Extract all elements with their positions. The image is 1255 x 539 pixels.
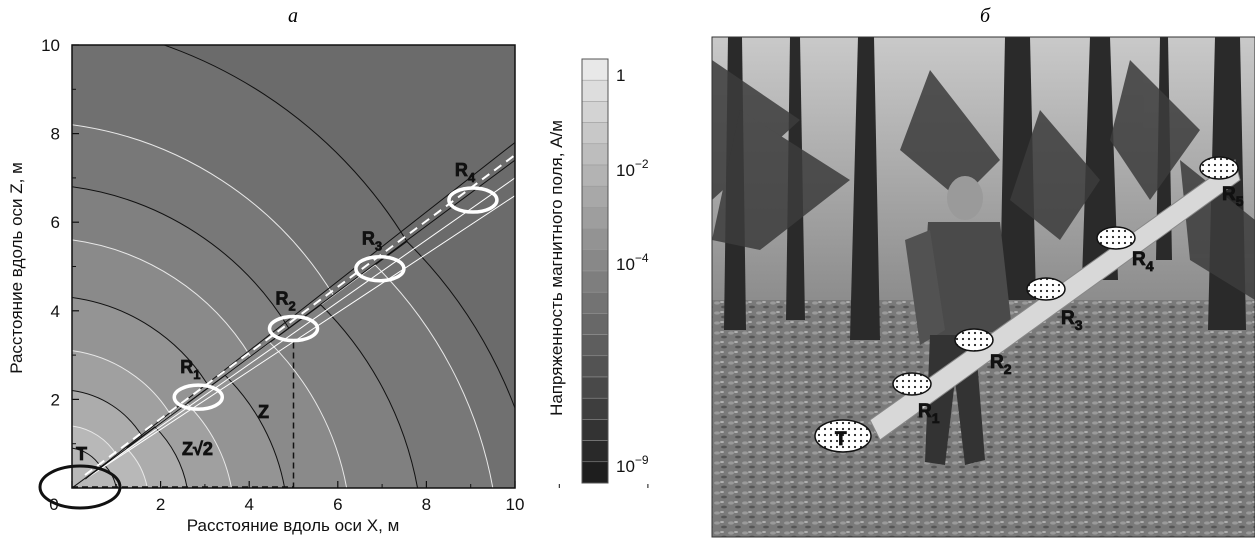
x-tick-label: 10 — [506, 495, 525, 514]
tree-foliage — [712, 60, 1255, 300]
receiver-coil — [172, 383, 225, 411]
colorbar — [581, 58, 609, 484]
y-tick-label: 6 — [51, 213, 60, 232]
colorbar-step — [581, 207, 609, 229]
photo-marker-label: T — [835, 429, 847, 450]
colorbar-frame — [581, 58, 609, 484]
y-tick-label: 2 — [51, 390, 60, 409]
colorbar-label: Напряженность магнитного поля, А/м — [547, 120, 566, 416]
colorbar-step — [581, 291, 609, 314]
colorbar-step — [581, 270, 609, 293]
x-tick-label: 2 — [156, 495, 165, 514]
photo-frame — [711, 36, 1255, 538]
colorbar-step — [581, 249, 609, 272]
contour-diagonal — [85, 177, 515, 480]
colorbar-step — [581, 461, 609, 484]
receiver-coil — [267, 314, 320, 343]
colorbar-tick-label: 10−2 — [616, 157, 649, 180]
colorbar-step — [581, 397, 609, 420]
receiver-coil — [354, 254, 406, 283]
contour-diagonal — [85, 195, 515, 480]
receiver-coil — [447, 186, 499, 214]
colorbar-tick-label: 1 — [616, 66, 625, 85]
photo-marker — [1199, 156, 1239, 180]
colorbar-ticks: 1 10−2 10−4 10−9 — [616, 66, 649, 476]
colorbar-step — [581, 440, 609, 463]
photo-marker — [954, 328, 994, 352]
colorbar-step — [581, 355, 609, 378]
y-tick-label: 10 — [41, 36, 60, 55]
photo-marker — [1026, 277, 1066, 301]
colorbar-step — [581, 164, 609, 187]
colorbar-step — [581, 143, 609, 166]
colorbar-tick-label: 10−9 — [616, 453, 649, 476]
transmitter-loop — [38, 464, 122, 510]
panel-a-letter: а — [288, 5, 298, 27]
field-contours — [72, 45, 515, 488]
contour-diagonal — [84, 159, 515, 480]
y-tick-label: 8 — [51, 125, 60, 144]
colorbar-step — [581, 122, 609, 145]
photo-marker — [1096, 226, 1136, 250]
colorbar-tick-label: 10−4 — [616, 251, 649, 274]
colorbar-step — [581, 185, 609, 208]
annotation-z: Z — [258, 402, 269, 422]
x-tick-label: 6 — [333, 495, 342, 514]
x-tick-label: 8 — [422, 495, 431, 514]
x-axis-ticks: 0 2 4 6 8 10 — [49, 481, 915, 514]
person — [905, 176, 1012, 465]
colorbar-step — [581, 58, 609, 81]
colorbar-step — [581, 419, 609, 441]
y-axis-ticks: 10 8 6 4 2 — [41, 36, 79, 445]
colorbar-step — [581, 228, 609, 251]
colorbar-step — [581, 313, 609, 335]
y-tick-label: 4 — [51, 302, 60, 321]
x-axis-label: Расстояние вдоль оси X, м — [187, 516, 400, 535]
colorbar-step — [581, 334, 609, 357]
contour-diagonal — [84, 142, 515, 480]
colorbar-step — [581, 101, 609, 123]
y-axis-label: Расстояние вдоль оси Z, м — [7, 162, 26, 374]
axis-lines — [72, 154, 515, 488]
photo-marker — [892, 372, 932, 396]
panel-b-letter: б — [980, 5, 991, 27]
colorbar-step — [581, 376, 609, 399]
photo-marker — [814, 419, 872, 453]
x-tick-label: 4 — [244, 495, 253, 514]
annotation-z-sqrt2: Z√2 — [182, 439, 213, 459]
transmitter-label: T — [76, 444, 87, 464]
colorbar-step — [581, 79, 609, 102]
